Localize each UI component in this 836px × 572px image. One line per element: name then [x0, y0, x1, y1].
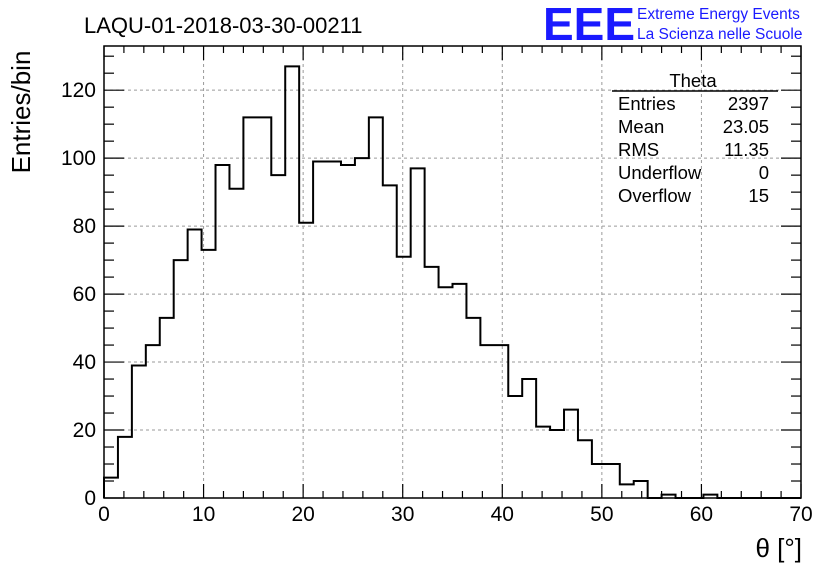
stats-mean-value: 23.05	[723, 116, 769, 137]
x-tick-label: 10	[192, 503, 215, 526]
eee-logo-mark: EEE	[543, 0, 635, 50]
stats-mean-label: Mean	[618, 116, 664, 137]
y-tick-label: 120	[61, 79, 96, 102]
y-tick-label: 100	[61, 147, 96, 170]
stats-overflow-label: Overflow	[618, 185, 692, 206]
x-tick-label: 20	[291, 503, 314, 526]
x-tick-label: 70	[789, 503, 812, 526]
y-tick-label: 60	[73, 283, 96, 306]
stats-overflow-value: 15	[748, 185, 769, 206]
x-tick-label: 40	[491, 503, 514, 526]
logo-line-2: La Scienza nelle Scuole	[637, 26, 802, 43]
y-tick-label: 0	[84, 487, 96, 510]
stats-rms-value: 11.35	[724, 139, 769, 160]
histogram-figure: 0 10 20 30 40 50 60 70 0 20 40 60 80 100 120 Entries/…	[0, 0, 836, 572]
stats-underflow-value: 0	[759, 162, 769, 183]
stats-underflow-label: Underflow	[618, 162, 702, 183]
stats-entries-value: 2397	[728, 93, 769, 114]
stats-rms-label: RMS	[618, 139, 659, 160]
stats-entries-label: Entries	[618, 93, 676, 114]
y-axis-title: Entries/bin	[6, 51, 36, 174]
x-tick-label: 0	[98, 503, 110, 526]
x-tick-label: 60	[690, 503, 713, 526]
y-tick-label: 20	[73, 419, 96, 442]
run-title: LAQU-01-2018-03-30-00211	[84, 13, 362, 38]
x-tick-label: 50	[590, 503, 613, 526]
x-axis-title: θ [°]	[755, 533, 802, 563]
logo-line-1: Extreme Energy Events	[637, 6, 800, 23]
y-tick-label: 40	[73, 351, 96, 374]
stats-title: Theta	[669, 70, 717, 91]
y-tick-label: 80	[73, 215, 96, 238]
x-tick-label: 30	[391, 503, 414, 526]
